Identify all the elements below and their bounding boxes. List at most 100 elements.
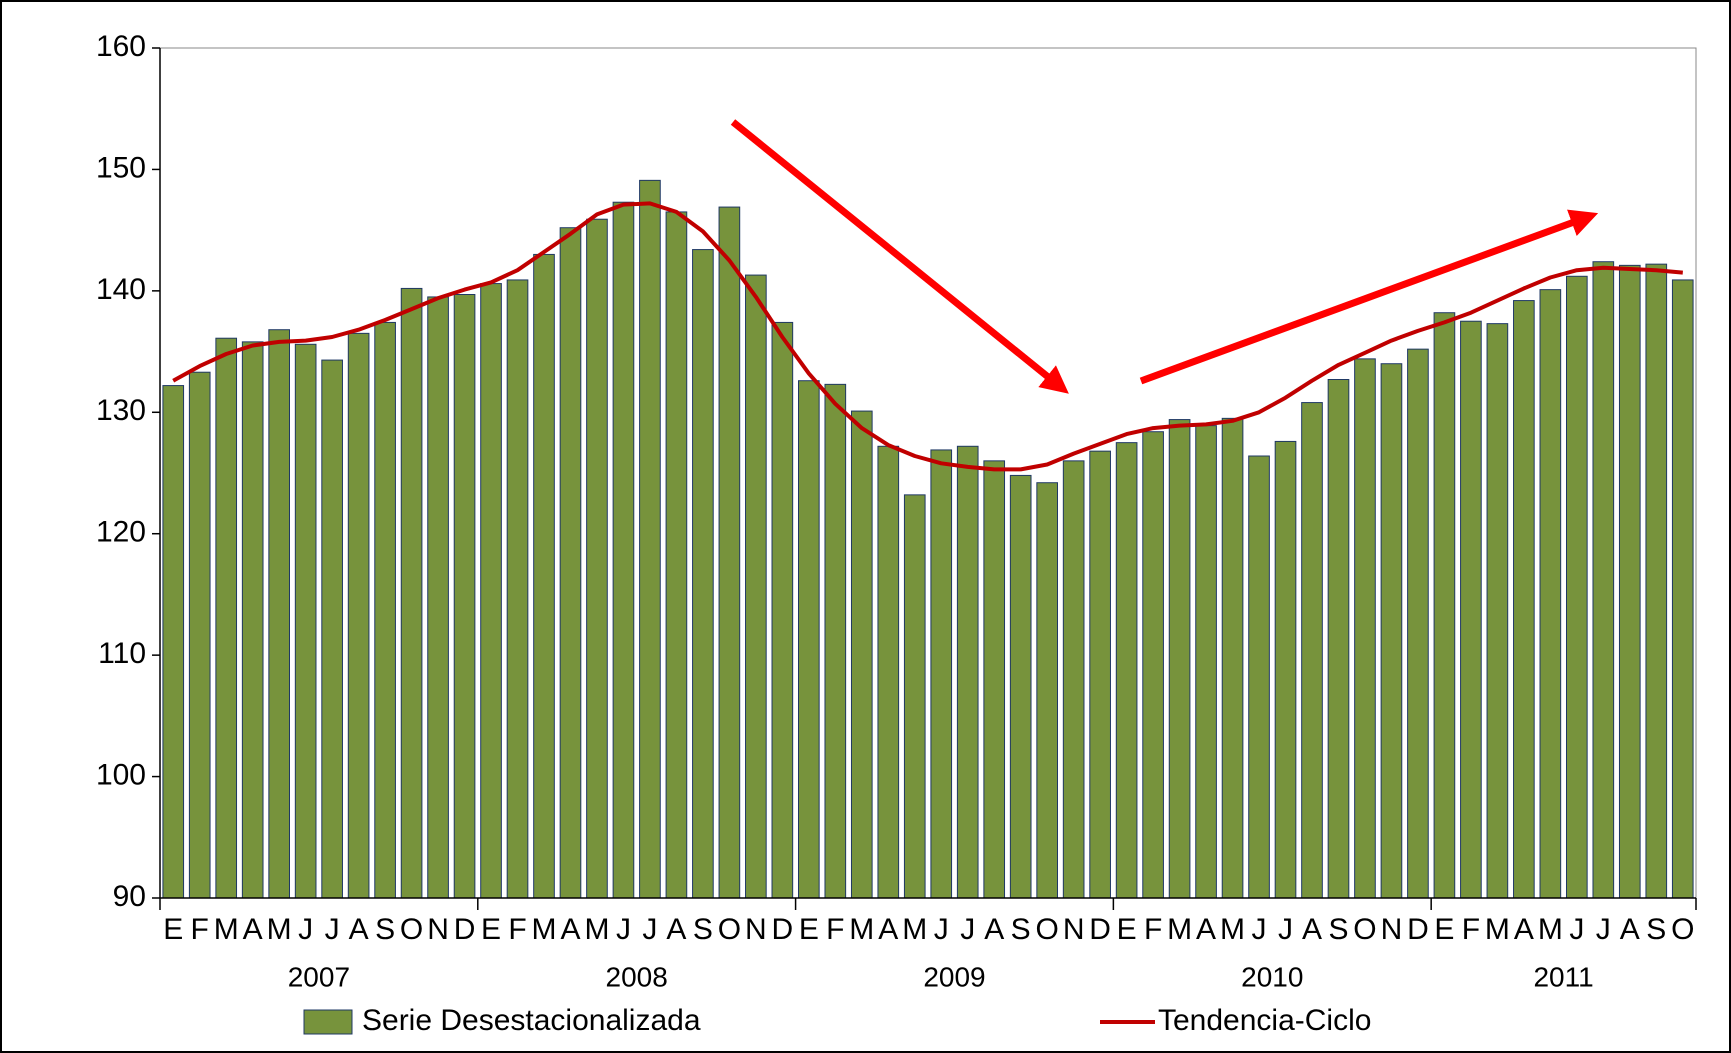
x-tick-label: M — [849, 913, 874, 946]
x-tick-label: A — [1620, 913, 1640, 946]
x-tick-label: J — [298, 913, 313, 946]
bar — [453, 294, 476, 899]
bar — [1565, 275, 1588, 899]
bar — [745, 274, 767, 899]
y-tick-label: 150 — [96, 151, 146, 184]
x-tick-label: J — [960, 913, 975, 946]
bar — [824, 383, 847, 899]
bar — [797, 380, 820, 899]
x-tick-label: E — [481, 913, 501, 946]
group-label: 2007 — [288, 961, 350, 992]
bar — [1671, 279, 1694, 899]
x-tick-label: J — [616, 913, 631, 946]
y-tick-label: 160 — [96, 30, 146, 63]
bar — [692, 249, 714, 899]
x-tick-label: O — [718, 913, 741, 946]
bar — [1513, 300, 1535, 899]
bar — [347, 332, 370, 899]
group-label: 2009 — [923, 961, 985, 992]
bar — [877, 445, 900, 899]
x-tick-label: N — [1063, 913, 1085, 946]
x-tick-label: A — [1514, 913, 1534, 946]
bar — [903, 494, 926, 899]
bar — [1195, 425, 1217, 899]
legend-label: Serie Desestacionalizada — [362, 1004, 701, 1037]
x-tick-label: M — [1220, 913, 1245, 946]
x-tick-label: A — [1196, 913, 1216, 946]
x-tick-label: E — [799, 913, 819, 946]
bar — [1645, 263, 1668, 899]
x-tick-label: M — [584, 913, 609, 946]
bar — [1115, 442, 1138, 899]
trend-line — [172, 201, 1683, 472]
bar — [718, 206, 741, 899]
bar — [1168, 419, 1191, 899]
x-tick-label: E — [163, 913, 183, 946]
x-tick-label: M — [1167, 913, 1192, 946]
bar — [1248, 455, 1270, 899]
bar — [162, 385, 185, 899]
bar — [1221, 417, 1244, 899]
bar — [559, 227, 582, 899]
x-tick-label: D — [454, 913, 476, 946]
y-tick-label: 90 — [113, 880, 146, 913]
bar — [427, 296, 449, 899]
bar — [930, 449, 953, 899]
bar — [665, 211, 688, 899]
x-tick-label: S — [1328, 913, 1348, 946]
bar — [1460, 320, 1482, 899]
bar — [1354, 358, 1376, 899]
x-tick-label: E — [1117, 913, 1137, 946]
x-tick-label: J — [1596, 913, 1611, 946]
x-tick-label: D — [772, 913, 794, 946]
bar — [1486, 323, 1509, 899]
x-tick-label: J — [325, 913, 340, 946]
x-tick-label: M — [267, 913, 292, 946]
bar — [1380, 363, 1403, 899]
bar — [188, 371, 211, 899]
x-tick-label: M — [902, 913, 927, 946]
bar — [1009, 474, 1032, 899]
x-tick-label: E — [1434, 913, 1454, 946]
down-arrow — [730, 119, 1069, 394]
bar — [533, 253, 555, 899]
x-tick-label: S — [693, 913, 713, 946]
x-tick-label: O — [1353, 913, 1376, 946]
bar — [771, 321, 794, 899]
x-tick-label: A — [243, 913, 263, 946]
bar — [1327, 379, 1350, 899]
bar — [1142, 431, 1164, 899]
bar — [294, 343, 317, 899]
bar — [1407, 348, 1429, 899]
x-tick-label: A — [984, 913, 1004, 946]
y-tick-label: 140 — [96, 273, 146, 306]
group-label: 2010 — [1241, 961, 1303, 992]
x-tick-label: J — [934, 913, 949, 946]
x-tick-label: J — [1569, 913, 1584, 946]
bar — [400, 287, 423, 899]
bar — [1089, 450, 1111, 899]
x-tick-label: N — [745, 913, 767, 946]
y-tick-label: 130 — [96, 394, 146, 427]
x-tick-label: D — [1089, 913, 1111, 946]
x-tick-label: J — [1278, 913, 1293, 946]
x-tick-label: A — [560, 913, 580, 946]
bar — [586, 218, 608, 899]
bar — [241, 341, 264, 899]
x-tick-label: A — [666, 913, 686, 946]
x-tick-label: A — [1302, 913, 1322, 946]
bar — [321, 359, 343, 899]
bar — [374, 321, 396, 899]
x-tick-label: N — [427, 913, 449, 946]
bar — [1539, 289, 1562, 899]
bar — [506, 279, 529, 899]
y-tick-label: 100 — [96, 758, 146, 791]
x-tick-label: J — [1252, 913, 1267, 946]
x-tick-label: M — [1485, 913, 1510, 946]
bar — [983, 460, 1006, 899]
up-arrow — [1139, 209, 1599, 385]
y-tick-label: 120 — [96, 516, 146, 549]
x-tick-label: F — [1144, 913, 1162, 946]
bar — [639, 179, 661, 899]
x-tick-label: O — [1036, 913, 1059, 946]
